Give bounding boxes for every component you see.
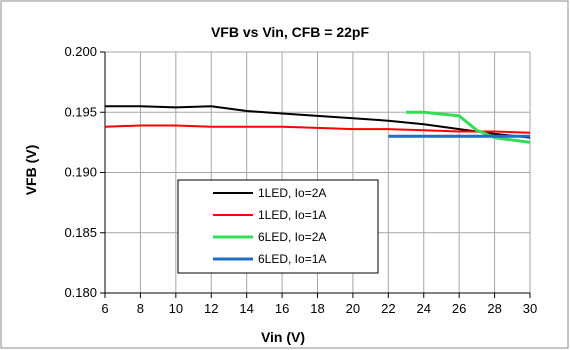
legend-entry-label: 1LED, Io=1A (258, 208, 326, 222)
y-tick-label: 0.200 (64, 44, 97, 59)
series-line (105, 105, 531, 139)
x-tick-label: 20 (346, 301, 360, 316)
series-line (104, 124, 531, 134)
x-tick-label: 12 (204, 301, 218, 316)
x-tick-label: 24 (417, 301, 431, 316)
x-tick-label: 14 (239, 301, 253, 316)
x-tick-label: 8 (137, 301, 144, 316)
axes-layer: 6 8 10 12 14 16 18 20 22 24 26 28 30 0.180 0.185 0.190 0… (64, 44, 537, 316)
legend-entry-label: 1LED, Io=2A (258, 186, 326, 200)
legend: 1LED, Io=2A 1LED, Io=1A 6LED, Io=2A 6LED, I… (177, 179, 379, 274)
x-tick-label: 28 (487, 301, 501, 316)
legend-entry-label: 6LED, Io=1A (258, 252, 326, 266)
series-layer (104, 105, 531, 144)
series-line (406, 110, 531, 144)
legend-entry-label: 6LED, Io=2A (258, 230, 326, 244)
x-tick-label: 10 (169, 301, 183, 316)
chart-title: VFB vs Vin, CFB = 22pF (211, 24, 370, 40)
x-tick-label: 18 (310, 301, 324, 316)
x-tick-label: 16 (275, 301, 289, 316)
y-tick-label: 0.195 (64, 104, 97, 119)
y-tick-label: 0.190 (64, 165, 97, 180)
x-tick-label: 26 (452, 301, 466, 316)
legend-box (177, 179, 379, 274)
y-tick-label: 0.180 (64, 285, 97, 300)
x-tick-label: 30 (523, 301, 537, 316)
x-tick-label: 22 (381, 301, 395, 316)
x-axis-label: Vin (V) (261, 329, 305, 345)
y-tick-label: 0.185 (64, 225, 97, 240)
x-tick-label: 6 (101, 301, 108, 316)
y-axis-label: VFB (V) (23, 145, 39, 196)
